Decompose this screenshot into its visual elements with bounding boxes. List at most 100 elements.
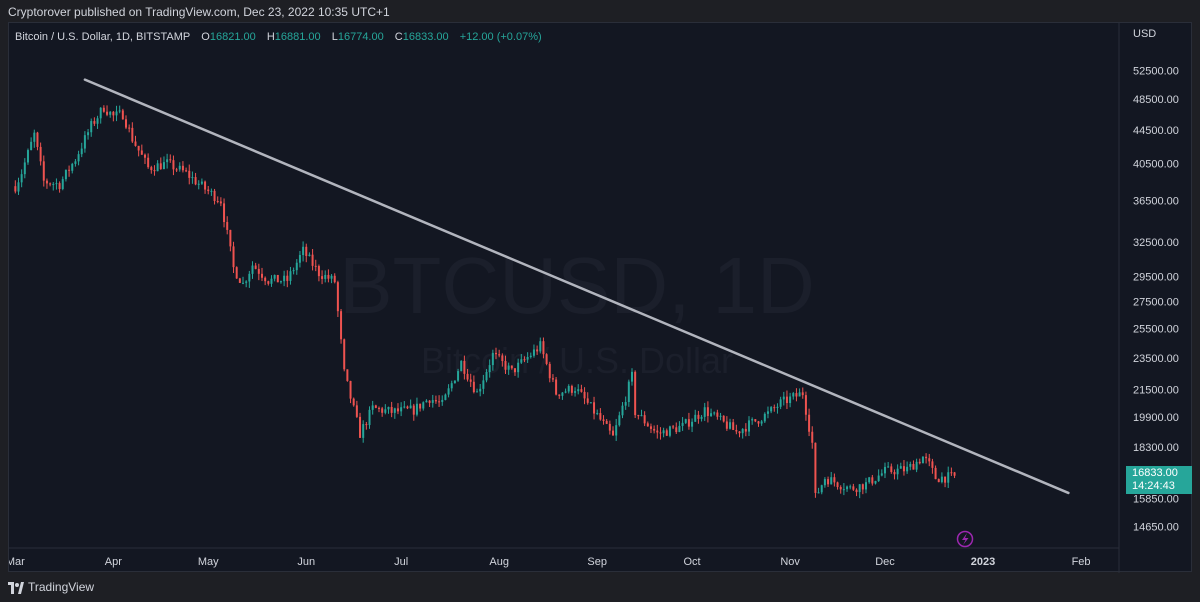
- candle-body: [713, 412, 716, 414]
- candle-body: [87, 132, 90, 136]
- high-label: H: [266, 31, 275, 43]
- candle-body: [99, 107, 102, 119]
- candle-body: [558, 394, 561, 396]
- candle-body: [605, 420, 608, 424]
- candle-body: [49, 183, 52, 185]
- candle-body: [925, 456, 928, 459]
- candle-body: [703, 407, 706, 417]
- candle-body: [422, 402, 425, 409]
- candle-body: [593, 402, 596, 414]
- candle-body: [501, 355, 504, 362]
- candle-body: [412, 405, 415, 415]
- current-price: 16833.00: [1132, 467, 1178, 479]
- candle-body: [185, 170, 188, 172]
- candle-body: [438, 401, 441, 403]
- candle-body: [950, 472, 953, 474]
- candle-body: [627, 381, 630, 403]
- footer-brand: TradingView: [28, 580, 95, 594]
- trendline-group[interactable]: [83, 78, 1070, 495]
- candle-body: [656, 430, 659, 433]
- candle-body: [754, 419, 757, 422]
- candle-body: [567, 385, 570, 392]
- candle-body: [944, 476, 947, 483]
- candle-body: [744, 428, 747, 432]
- candle-body: [134, 141, 137, 146]
- candle-body: [921, 456, 924, 464]
- candle-body: [890, 466, 893, 473]
- candle-body: [488, 365, 491, 373]
- time-tick-label: May: [198, 556, 219, 568]
- change-value: +12.00 (+0.07%): [459, 31, 542, 43]
- candle-body: [536, 349, 539, 352]
- candle-body: [542, 341, 545, 355]
- candle-body: [748, 420, 750, 432]
- symbol-legend[interactable]: Bitcoin / U.S. Dollar, 1D, BITSTAMP O168…: [15, 31, 542, 43]
- candle-body: [68, 169, 71, 171]
- candle-body: [830, 477, 833, 485]
- candle-body: [118, 110, 121, 112]
- candle-body: [618, 415, 621, 426]
- lightning-icon[interactable]: [956, 530, 974, 548]
- chart-pane[interactable]: BTCUSD, 1D Bitcoin / U.S. Dollar 52500.0…: [8, 22, 1193, 573]
- candle-body: [668, 426, 671, 436]
- candle-body: [896, 468, 899, 475]
- candle-body: [849, 486, 852, 488]
- candle-body: [855, 489, 858, 493]
- candle-body: [378, 407, 380, 409]
- candle-body: [624, 402, 627, 406]
- time-axis[interactable]: Mar Apr May Jun Jul Aug Sep Oct Nov Dec 2023 Feb: [9, 556, 1091, 568]
- candle-body: [532, 349, 535, 356]
- price-tick-label: 40500.00: [1133, 158, 1179, 170]
- candle-body: [106, 111, 109, 115]
- candle-body: [17, 182, 20, 192]
- price-axis[interactable]: 52500.00 48500.00 44500.00 40500.00 36500.00…: [1133, 66, 1179, 534]
- candle-body: [795, 393, 798, 397]
- candle-body: [340, 311, 343, 340]
- candle-body: [181, 165, 184, 171]
- time-tick-label: Jul: [394, 556, 408, 568]
- watermark: BTCUSD, 1D Bitcoin / U.S. Dollar: [339, 241, 815, 381]
- candle-body: [368, 409, 371, 426]
- candle-body: [706, 407, 709, 416]
- candle-body: [210, 190, 213, 192]
- candle-body: [453, 380, 456, 384]
- candle-body: [868, 477, 871, 483]
- candle-body: [273, 274, 276, 279]
- candle-body: [365, 424, 368, 426]
- candle-body: [346, 369, 349, 381]
- candle-body: [485, 372, 488, 381]
- candle-body: [479, 388, 482, 392]
- chart-canvas[interactable]: BTCUSD, 1D Bitcoin / U.S. Dollar 52500.0…: [9, 23, 1193, 573]
- candles: [14, 105, 956, 499]
- candle-body: [586, 398, 589, 403]
- candle-body: [169, 159, 172, 161]
- price-tick-label: 52500.00: [1133, 66, 1179, 78]
- candle-body: [637, 415, 640, 417]
- candle-body: [937, 479, 940, 483]
- candle-body: [36, 132, 39, 147]
- candle-body: [321, 276, 324, 279]
- candle-body: [529, 355, 532, 357]
- candle-body: [687, 419, 690, 427]
- candle-body: [751, 419, 754, 421]
- candle-body: [362, 424, 365, 438]
- candle-body: [128, 127, 131, 129]
- candle-body: [602, 419, 605, 421]
- candle-body: [545, 354, 548, 364]
- candle-body: [741, 428, 744, 434]
- candle-body: [55, 183, 58, 185]
- currency-label[interactable]: USD: [1133, 28, 1157, 40]
- tradingview-logo-icon: [8, 581, 24, 594]
- candle-body: [406, 406, 409, 409]
- candle-body: [697, 414, 700, 419]
- candle-body: [539, 341, 542, 352]
- trendline[interactable]: [83, 78, 1070, 495]
- time-tick-label: Sep: [587, 556, 607, 568]
- candle-body: [871, 477, 874, 484]
- candle-body: [264, 277, 267, 282]
- candle-body: [852, 486, 855, 490]
- candle-body: [482, 380, 485, 389]
- candle-body: [83, 135, 86, 149]
- candle-body: [507, 365, 510, 370]
- candle-body: [555, 379, 558, 395]
